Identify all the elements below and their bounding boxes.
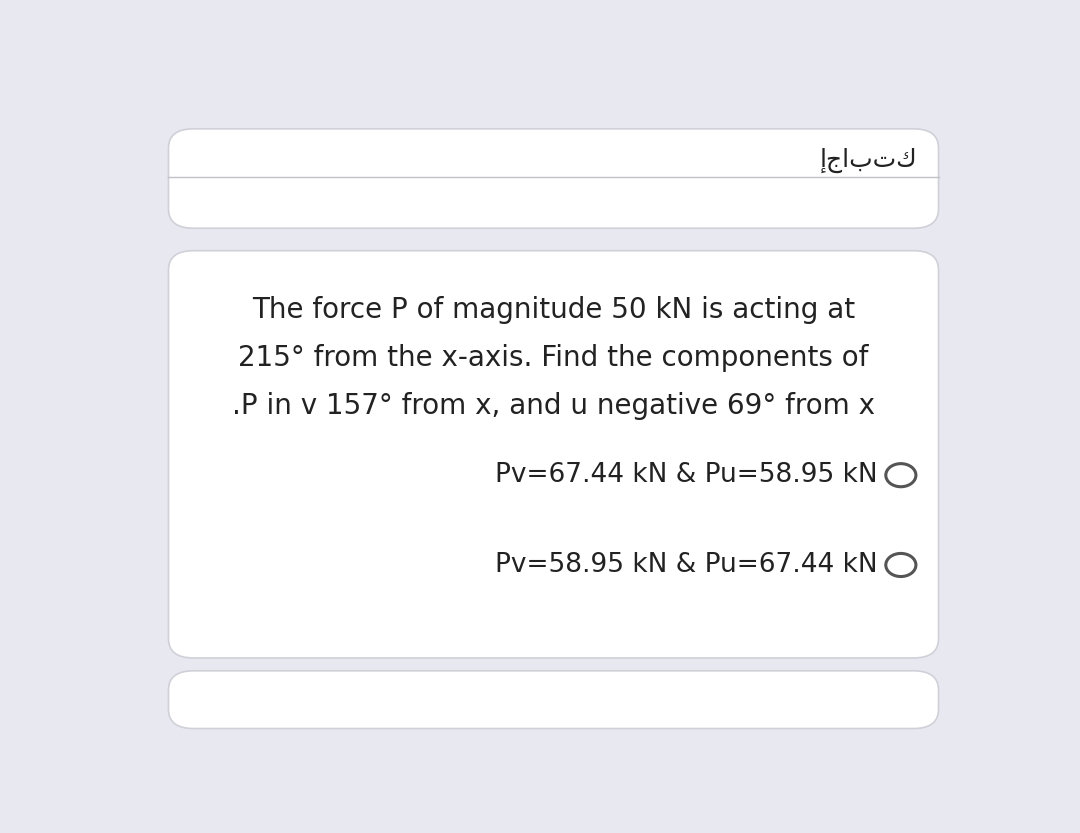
Text: Pv=58.95 kN & Pu=67.44 kN: Pv=58.95 kN & Pu=67.44 kN <box>495 552 877 578</box>
FancyBboxPatch shape <box>168 671 939 729</box>
Text: .P in v 157° from x, and u negative 69° from x: .P in v 157° from x, and u negative 69° … <box>232 392 875 420</box>
Text: إجابتك: إجابتك <box>820 148 918 173</box>
Text: 215° from the x-axis. Find the components of: 215° from the x-axis. Find the component… <box>239 344 868 372</box>
Text: The force P of magnitude 50 kN is acting at: The force P of magnitude 50 kN is acting… <box>252 296 855 323</box>
FancyBboxPatch shape <box>168 129 939 228</box>
Text: Pv=67.44 kN & Pu=58.95 kN: Pv=67.44 kN & Pu=58.95 kN <box>495 462 877 488</box>
FancyBboxPatch shape <box>168 251 939 658</box>
